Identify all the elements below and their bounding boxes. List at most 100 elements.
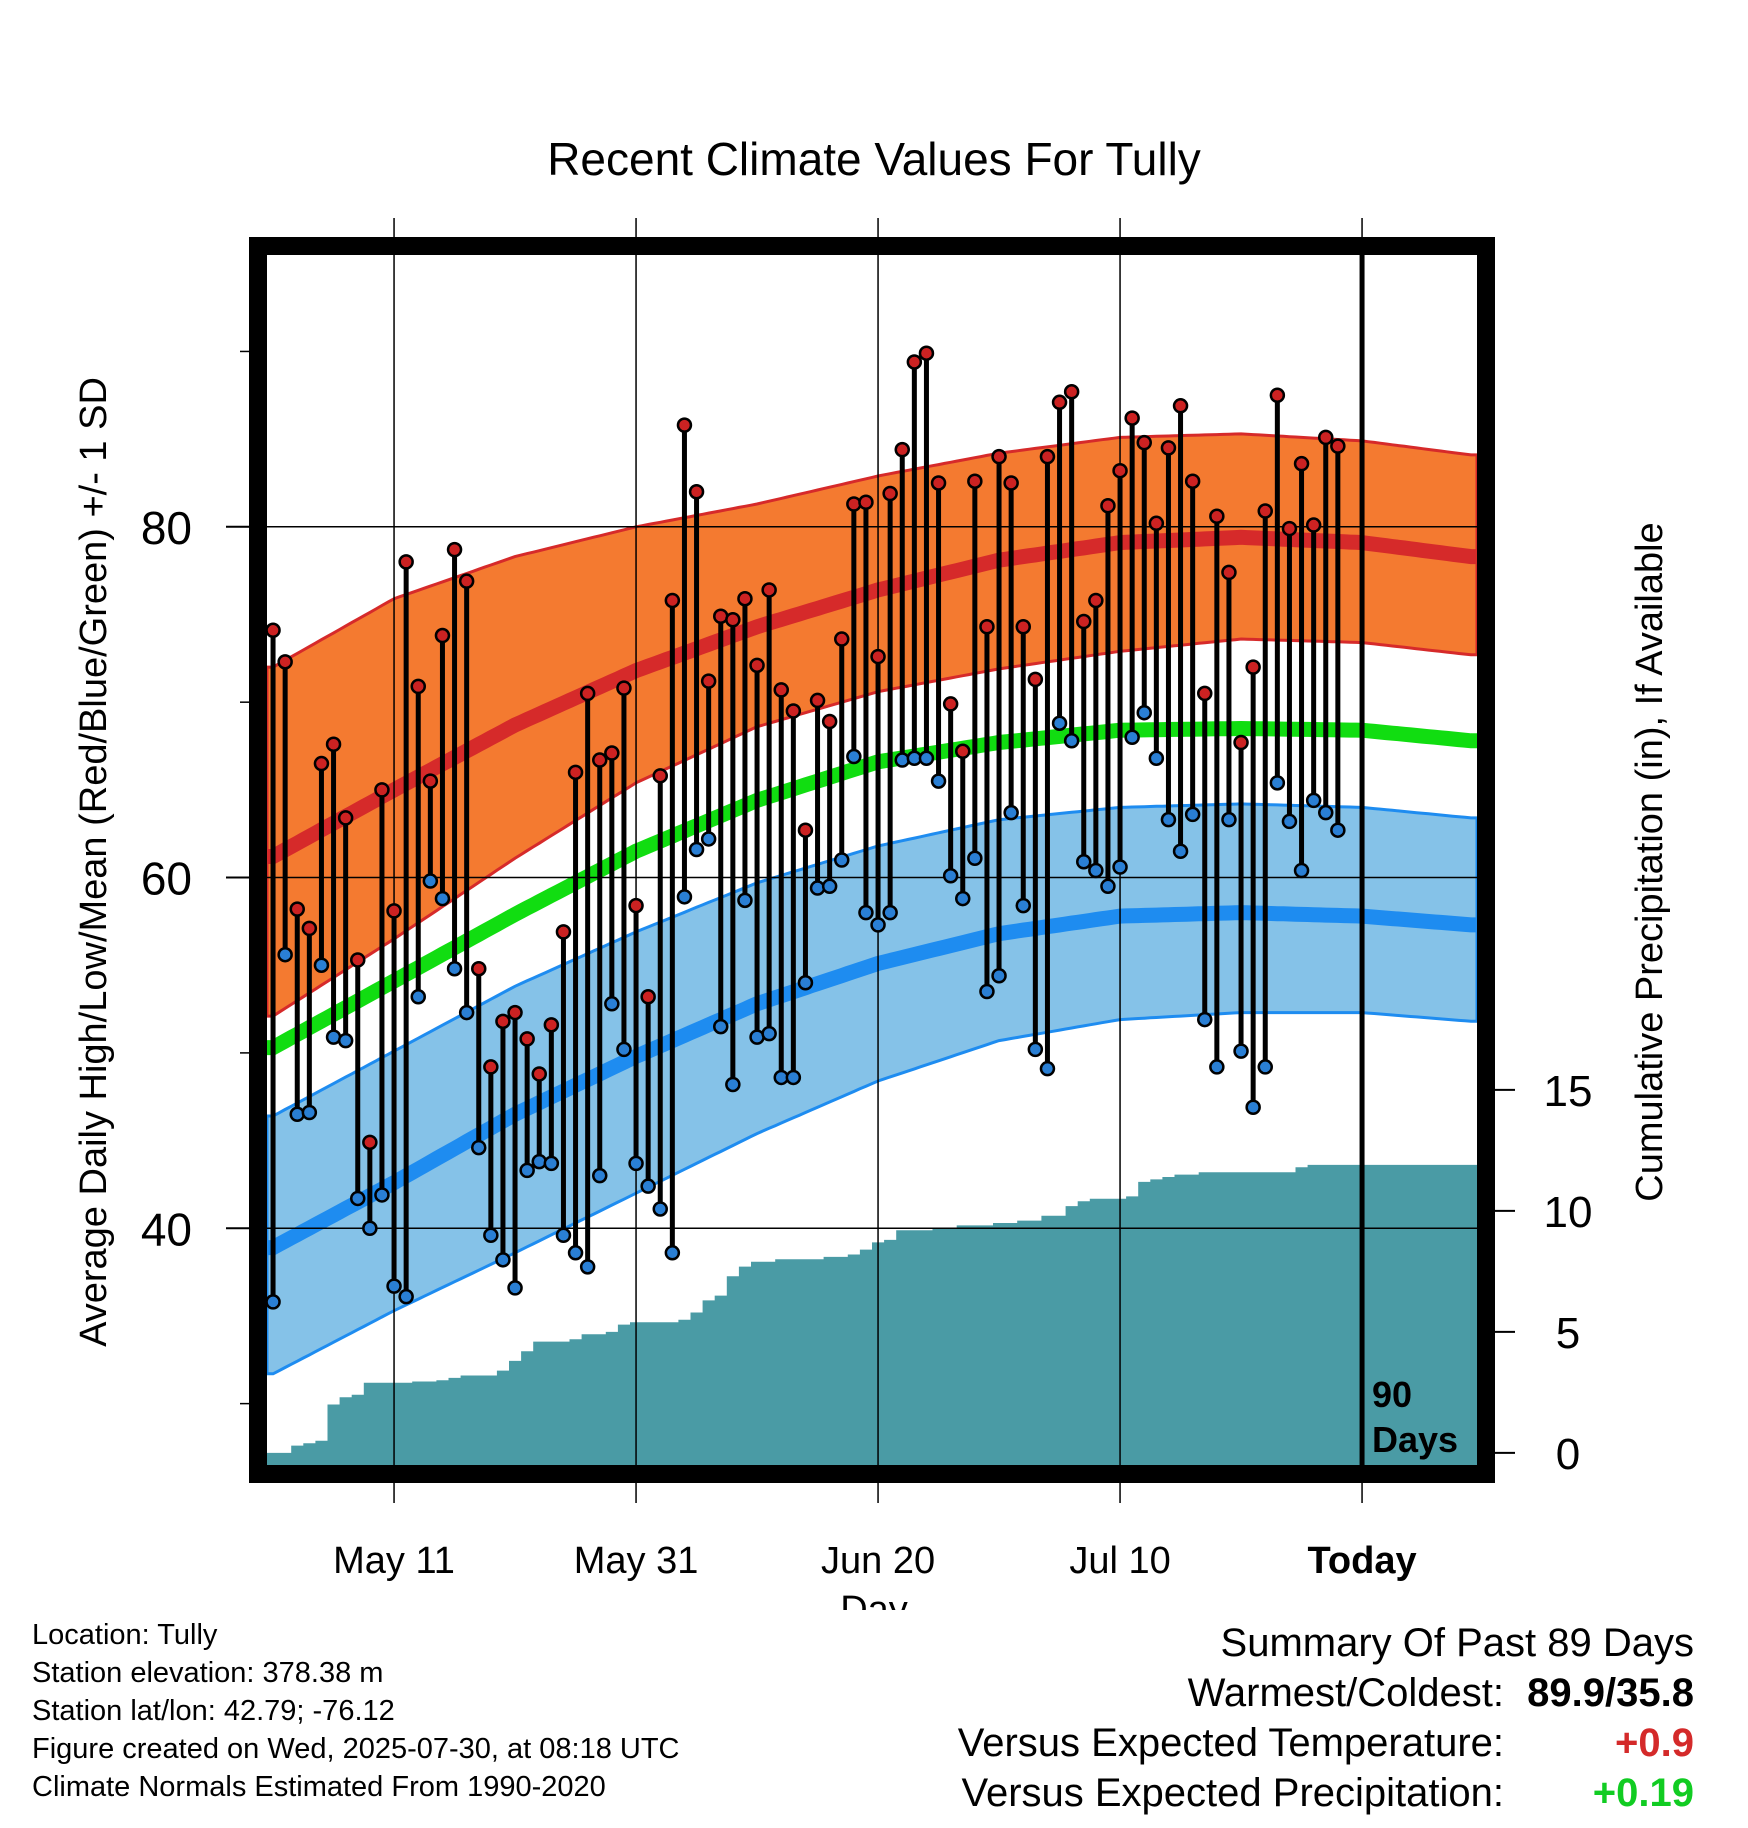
daily-dots (265, 345, 1346, 1310)
station-info: Location: Tully Station elevation: 378.3… (32, 1616, 680, 1806)
high-dot (386, 903, 402, 919)
low-dot (1293, 862, 1310, 879)
low-dot (785, 1069, 802, 1086)
high-dot (700, 673, 717, 689)
low-dot (676, 889, 693, 905)
low-dot (918, 750, 935, 767)
warmest-value: 89.9/35.8 (1527, 1671, 1694, 1715)
low-dot (1221, 811, 1237, 828)
x-tick-label: May 11 (333, 1540, 455, 1582)
low-dot (531, 1153, 547, 1170)
high-dot (870, 648, 886, 665)
low-dot (942, 868, 959, 884)
y-tick-label-left: 60 (141, 853, 192, 905)
y-axis-label-left: Average Daily High/Low/Mean (Red/Blue/Gr… (73, 377, 115, 1347)
low-dot (495, 1252, 511, 1268)
low-dot (700, 831, 717, 847)
low-dot (313, 957, 330, 973)
low-dot (483, 1227, 499, 1244)
high-dot (628, 897, 644, 914)
low-dot (1184, 806, 1201, 823)
low-dot (410, 989, 426, 1005)
low-dot (507, 1280, 523, 1296)
climate-chart: Recent Climate Values For Tully May 11 Ma… (73, 133, 1671, 1610)
low-dot (1112, 859, 1128, 875)
high-dot (942, 696, 959, 712)
high-dot (1305, 517, 1322, 533)
today-days-label: 90 Days (1372, 1374, 1458, 1460)
y-tick-label-right: 15 (1544, 1067, 1593, 1116)
high-dot (1172, 398, 1189, 414)
low-dot (1318, 804, 1334, 821)
high-dot (337, 810, 354, 826)
low-dot (846, 748, 862, 765)
low-dot (555, 1227, 572, 1244)
summary-heading: Summary Of Past 89 Days (1220, 1621, 1694, 1665)
high-dot (446, 541, 463, 558)
low-dot (386, 1278, 402, 1294)
high-dot (495, 1013, 511, 1030)
low-dot (821, 878, 838, 895)
temp-row: Versus Expected Temperature: +0.9 (958, 1718, 1694, 1768)
high-dot (676, 417, 693, 433)
low-dot (1209, 1059, 1225, 1075)
low-dot (422, 873, 439, 889)
high-dot (821, 713, 838, 730)
low-dot (628, 1155, 644, 1172)
high-dot (1197, 685, 1213, 702)
high-dot (906, 354, 923, 370)
low-dot (688, 841, 705, 858)
elevation-text: Station elevation: 378.38 m (32, 1657, 384, 1689)
high-dot (955, 743, 971, 760)
low-dot (991, 967, 1007, 984)
high-dot (1318, 429, 1334, 446)
high-dot (1233, 734, 1249, 751)
chart-title: Recent Climate Values For Tully (547, 133, 1201, 185)
high-dot (301, 920, 318, 937)
warmest-label: Warmest/Coldest: (1187, 1671, 1504, 1715)
low-dot (289, 1106, 305, 1123)
high-dot (882, 485, 898, 502)
high-dot (858, 494, 874, 511)
low-dot (1003, 804, 1019, 821)
high-dot (543, 1017, 560, 1033)
high-dot (289, 901, 305, 917)
low-dot (737, 892, 753, 909)
low-dot (1148, 750, 1165, 767)
low-dot (1160, 811, 1177, 828)
low-dot (1197, 1011, 1213, 1028)
temp-label: Versus Expected Temperature: (957, 1721, 1504, 1765)
precip-area (267, 1164, 1477, 1465)
low-dot (265, 1294, 281, 1310)
normals-text: Climate Normals Estimated From 1990-2020 (32, 1771, 606, 1803)
low-dot (809, 880, 826, 896)
low-dot (567, 1245, 584, 1261)
low-dot (1269, 775, 1286, 791)
high-dot (761, 582, 777, 598)
low-dot (616, 1041, 632, 1058)
y-tick-label-left: 40 (141, 1203, 192, 1255)
high-dot (652, 768, 668, 784)
high-dot (1076, 613, 1092, 630)
low-dot (1051, 715, 1068, 731)
y-tick-label-right: 10 (1544, 1188, 1593, 1237)
low-dot (350, 1190, 366, 1207)
high-dot (471, 960, 487, 977)
high-dot (1269, 387, 1286, 404)
low-dot (398, 1288, 414, 1305)
low-dot (1015, 897, 1031, 914)
high-dot (640, 989, 656, 1005)
low-dot (834, 852, 850, 868)
high-dot (350, 952, 366, 968)
low-dot (337, 1032, 354, 1049)
high-dot (362, 1134, 378, 1151)
high-dot (664, 592, 681, 609)
low-dot (1172, 843, 1189, 859)
high-dot (809, 692, 826, 709)
high-dot (1330, 438, 1346, 454)
high-dot (930, 475, 947, 491)
low-dot (592, 1167, 608, 1184)
high-dot (1039, 448, 1056, 465)
high-dot (616, 680, 632, 696)
high-dot (555, 924, 572, 940)
